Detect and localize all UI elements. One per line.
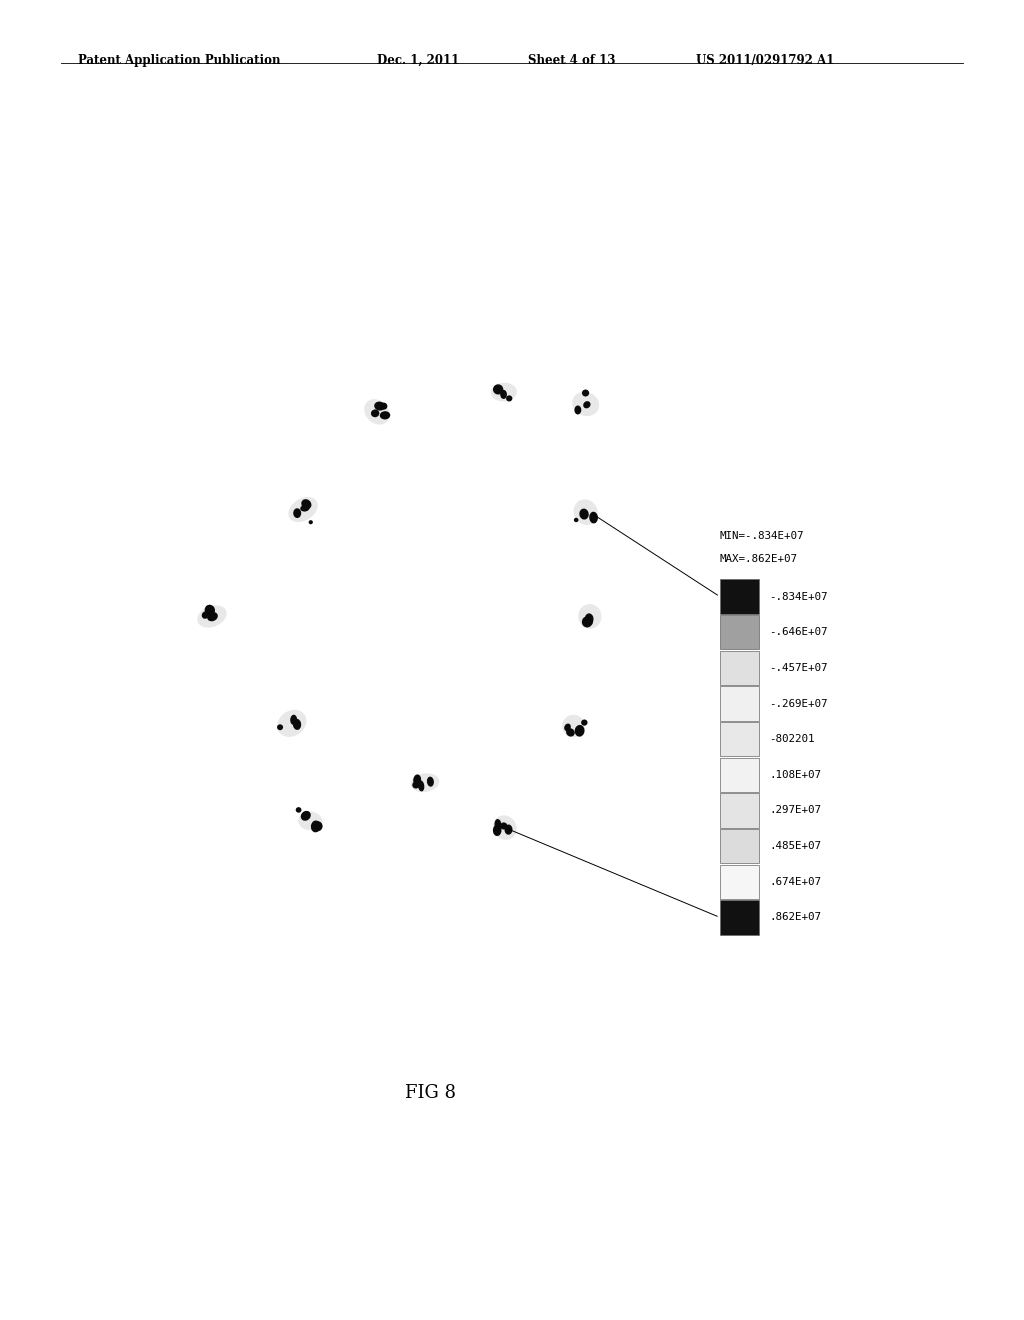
Ellipse shape	[311, 821, 321, 833]
Ellipse shape	[564, 723, 570, 731]
Text: Sheet 4 of 13: Sheet 4 of 13	[528, 54, 615, 67]
Ellipse shape	[490, 383, 517, 401]
Bar	[720, 900, 759, 935]
Ellipse shape	[380, 412, 390, 420]
Text: .108E+07: .108E+07	[769, 770, 821, 780]
Ellipse shape	[573, 499, 598, 525]
Ellipse shape	[296, 807, 301, 813]
Ellipse shape	[278, 710, 306, 737]
Bar	[720, 758, 759, 792]
Ellipse shape	[562, 714, 585, 738]
Ellipse shape	[209, 610, 213, 614]
Text: MAX=.862E+07: MAX=.862E+07	[720, 553, 798, 564]
Ellipse shape	[582, 616, 590, 627]
Ellipse shape	[589, 512, 598, 524]
Ellipse shape	[205, 605, 215, 615]
Ellipse shape	[493, 384, 504, 395]
Ellipse shape	[374, 401, 385, 411]
Text: .674E+07: .674E+07	[769, 876, 821, 887]
Ellipse shape	[301, 810, 311, 821]
Ellipse shape	[505, 825, 512, 834]
Ellipse shape	[495, 818, 502, 830]
Ellipse shape	[500, 389, 507, 399]
Ellipse shape	[418, 780, 424, 792]
Bar	[720, 615, 759, 649]
Text: FIG 8: FIG 8	[404, 1084, 456, 1102]
Ellipse shape	[278, 725, 283, 730]
Bar	[720, 722, 759, 756]
Ellipse shape	[427, 776, 434, 787]
Ellipse shape	[580, 508, 589, 520]
Ellipse shape	[493, 825, 502, 836]
Ellipse shape	[574, 405, 582, 414]
Ellipse shape	[371, 409, 379, 417]
Ellipse shape	[582, 719, 588, 726]
Bar	[720, 793, 759, 828]
Text: .862E+07: .862E+07	[769, 912, 821, 923]
Ellipse shape	[298, 812, 323, 830]
Ellipse shape	[365, 399, 389, 425]
Text: -802201: -802201	[769, 734, 814, 744]
Bar	[720, 651, 759, 685]
Ellipse shape	[572, 392, 599, 416]
Text: -.834E+07: -.834E+07	[769, 591, 827, 602]
Ellipse shape	[500, 822, 508, 829]
Ellipse shape	[207, 612, 218, 622]
Text: -.457E+07: -.457E+07	[769, 663, 827, 673]
Ellipse shape	[582, 389, 589, 396]
Text: .297E+07: .297E+07	[769, 805, 821, 816]
Ellipse shape	[312, 821, 323, 832]
Ellipse shape	[573, 517, 579, 523]
Text: MIN=-.834E+07: MIN=-.834E+07	[720, 531, 805, 541]
Text: -.269E+07: -.269E+07	[769, 698, 827, 709]
Ellipse shape	[584, 618, 593, 627]
Ellipse shape	[290, 714, 297, 725]
Ellipse shape	[308, 520, 313, 524]
Text: US 2011/0291792 A1: US 2011/0291792 A1	[696, 54, 835, 67]
Ellipse shape	[301, 499, 311, 510]
Ellipse shape	[380, 403, 387, 409]
Ellipse shape	[413, 781, 420, 788]
Ellipse shape	[574, 725, 585, 737]
Text: Patent Application Publication: Patent Application Publication	[78, 54, 281, 67]
Ellipse shape	[289, 498, 317, 521]
Bar	[720, 686, 759, 721]
Text: .485E+07: .485E+07	[769, 841, 821, 851]
Ellipse shape	[411, 774, 439, 792]
Ellipse shape	[202, 611, 209, 619]
Ellipse shape	[293, 719, 301, 730]
Text: Dec. 1, 2011: Dec. 1, 2011	[377, 54, 459, 67]
Ellipse shape	[566, 729, 574, 737]
Ellipse shape	[493, 816, 517, 840]
Bar	[720, 865, 759, 899]
Ellipse shape	[198, 606, 226, 627]
Ellipse shape	[584, 401, 591, 408]
Ellipse shape	[579, 605, 601, 628]
Bar	[720, 579, 759, 614]
Ellipse shape	[506, 396, 512, 401]
Ellipse shape	[585, 614, 594, 624]
Ellipse shape	[414, 775, 421, 785]
Ellipse shape	[293, 508, 301, 517]
Text: -.646E+07: -.646E+07	[769, 627, 827, 638]
Bar	[720, 829, 759, 863]
Ellipse shape	[300, 504, 309, 512]
